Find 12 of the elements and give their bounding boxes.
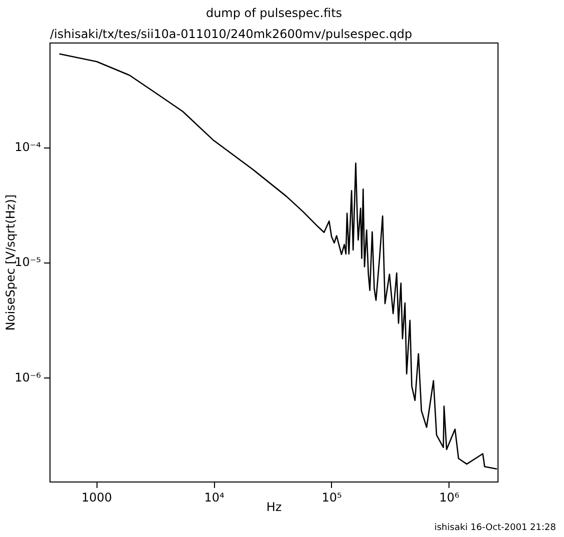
x-axis-title: Hz <box>266 500 282 514</box>
x-tick-label: 10⁵ <box>322 490 342 504</box>
x-tick-label: 1000 <box>81 490 112 504</box>
chart-title: dump of pulsespec.fits <box>206 6 342 20</box>
x-tick-label: 10⁴ <box>204 490 224 504</box>
y-tick-label: 10⁻⁶ <box>14 370 42 384</box>
text: ishisaki 16-Oct-2001 21:28 <box>434 523 556 533</box>
y-axis-title: NoiseSpec [V/sqrt(Hz)] <box>3 194 18 331</box>
x-tick-label: 10⁶ <box>439 490 460 504</box>
y-tick-label: 10⁻⁴ <box>14 140 42 154</box>
y-tick-label: 10⁻⁵ <box>14 255 42 270</box>
chart-subtitle: /ishisaki/tx/tes/sii10a-011010/240mk2600mv/pulsespec.qdp <box>50 27 412 41</box>
